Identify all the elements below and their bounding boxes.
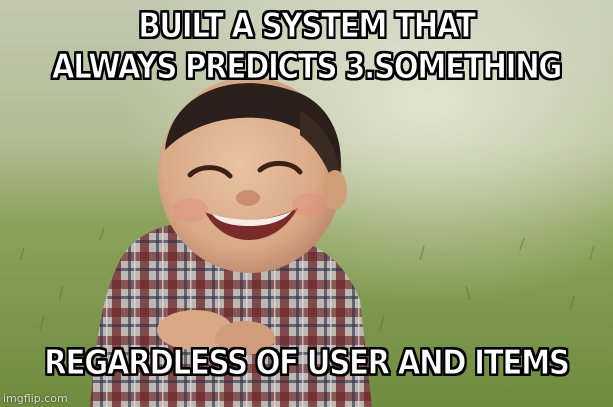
meme-top-caption-line-2: ALWAYS PREDICTS 3.SOMETHING [51,47,562,88]
watermark-label: imgflip.com [3,392,68,405]
meme-top-caption: BUILT A SYSTEM THAT ALWAYS PREDICTS 3.SO… [43,6,570,88]
meme-top-caption-line-1: BUILT A SYSTEM THAT [138,6,476,47]
meme-bottom-caption: REGARDLESS OF USER AND ITEMS [43,343,571,384]
meme-bottom-caption-line: REGARDLESS OF USER AND ITEMS [44,343,571,384]
